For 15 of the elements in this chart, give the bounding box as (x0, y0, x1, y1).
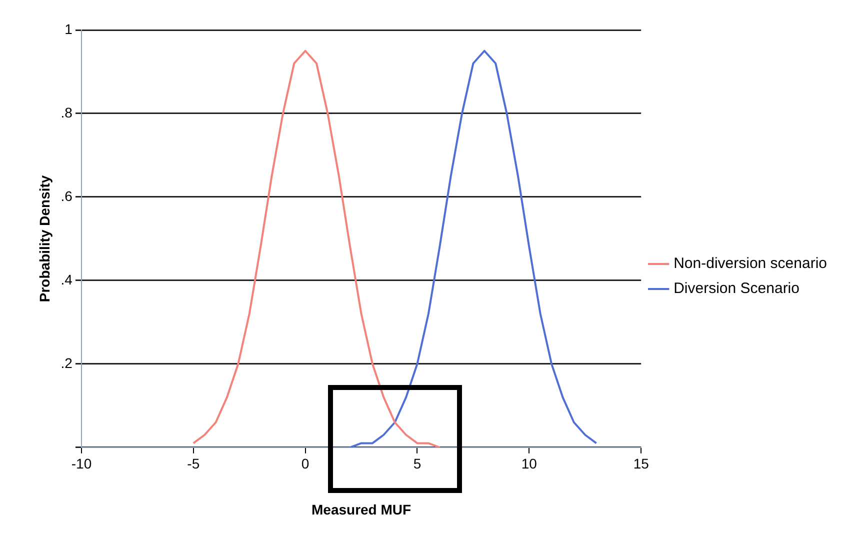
y-tick-label: .2 (60, 354, 73, 371)
x-axis-title: Measured MUF (311, 501, 412, 518)
legend-label: Diversion Scenario (674, 280, 800, 298)
y-tick-label: 1 (64, 20, 73, 37)
y-tick-label: .8 (60, 104, 73, 120)
x-tick-label: -10 (71, 456, 92, 472)
x-tick-label: 0 (301, 456, 310, 472)
x-tick-label: 10 (521, 456, 538, 472)
x-tick-label: -5 (187, 456, 200, 472)
x-tick-label: 15 (633, 456, 650, 472)
x-tick-label: 5 (413, 456, 422, 472)
legend-label: Non-diversion scenario (674, 255, 827, 272)
y-axis-title: Probability Density (36, 175, 52, 302)
y-tick-label: .6 (60, 188, 73, 204)
y-tick-label: .4 (60, 271, 73, 288)
